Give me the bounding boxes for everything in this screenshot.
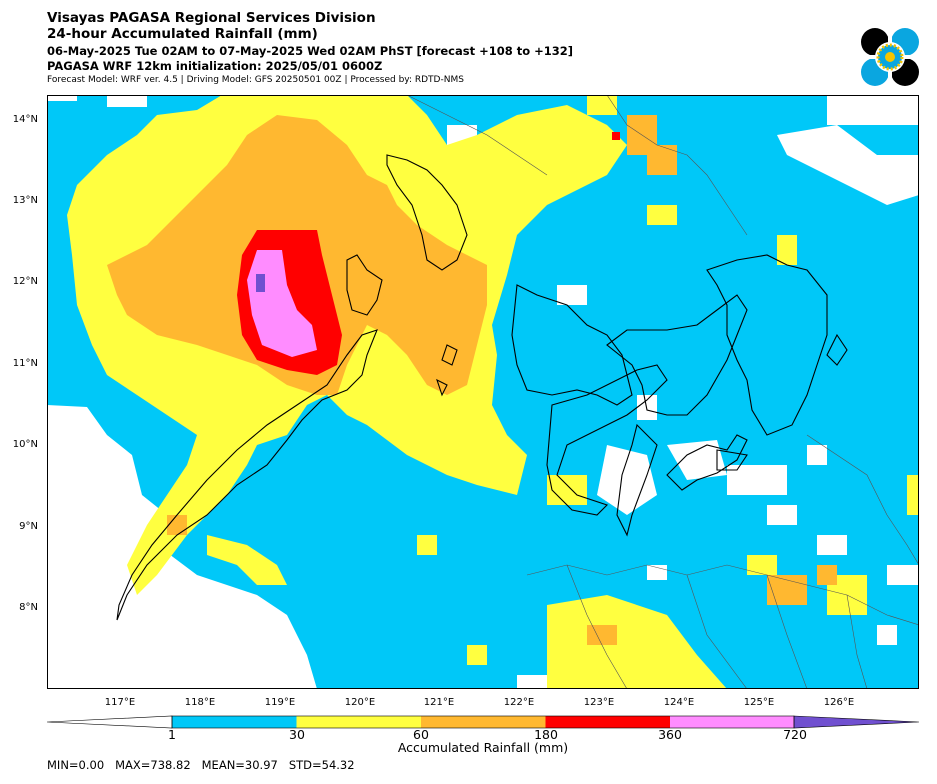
colorbar-segment — [545, 716, 671, 728]
colorbar-segment — [670, 716, 795, 728]
lon-tick-126: 126°E — [823, 697, 855, 708]
colorbar-segment — [172, 716, 297, 728]
colorbar-tick-60: 60 — [413, 727, 429, 742]
colorbar — [47, 715, 919, 729]
lat-tick-14: 14°N — [12, 114, 38, 125]
lat-tick-10: 10°N — [12, 439, 38, 450]
lon-tick-120: 120°E — [344, 697, 376, 708]
rainfall-statistics: MIN=0.00 MAX=738.82 MEAN=30.97 STD=54.32 — [47, 758, 355, 772]
map-subtitle: 24-hour Accumulated Rainfall (mm) — [47, 26, 318, 42]
pagasa-seal-icon — [860, 27, 920, 87]
colorbar-tick-720: 720 — [783, 727, 807, 742]
no-rain-areas — [47, 95, 919, 689]
colorbar-label: Accumulated Rainfall (mm) — [397, 740, 569, 755]
colorbar-segment — [296, 716, 422, 728]
lat-tick-11: 11°N — [12, 358, 38, 369]
lat-tick-12: 12°N — [12, 276, 38, 287]
lon-tick-124: 124°E — [663, 697, 695, 708]
lon-tick-121: 121°E — [423, 697, 455, 708]
map-title: Visayas PAGASA Regional Services Divisio… — [47, 10, 376, 26]
colorbar-tick-180: 180 — [534, 727, 558, 742]
lon-tick-122: 122°E — [503, 697, 535, 708]
colorbar-tick-30: 30 — [289, 727, 305, 742]
lat-tick-13: 13°N — [12, 195, 38, 206]
lon-tick-119: 119°E — [264, 697, 296, 708]
colorbar-over-extension — [794, 716, 919, 728]
colorbar-tick-360: 360 — [658, 727, 682, 742]
model-initialization: PAGASA WRF 12km initialization: 2025/05/… — [47, 59, 383, 73]
lon-tick-117: 117°E — [104, 697, 136, 708]
lon-tick-118: 118°E — [184, 697, 216, 708]
colorbar-tick-1: 1 — [168, 727, 176, 742]
provincial-boundaries — [406, 95, 919, 689]
lat-tick-8: 8°N — [19, 602, 38, 613]
extreme-rain-cell — [256, 274, 265, 292]
lon-tick-123: 123°E — [583, 697, 615, 708]
lon-tick-125: 125°E — [743, 697, 775, 708]
coastlines — [116, 154, 848, 621]
colorbar-under-extension — [47, 716, 172, 728]
forecast-period: 06-May-2025 Tue 02AM to 07-May-2025 Wed … — [47, 44, 574, 58]
model-info: Forecast Model: WRF ver. 4.5 | Driving M… — [47, 75, 464, 85]
rainfall-map — [47, 95, 919, 689]
colorbar-segment — [421, 716, 546, 728]
lat-tick-9: 9°N — [19, 521, 38, 532]
